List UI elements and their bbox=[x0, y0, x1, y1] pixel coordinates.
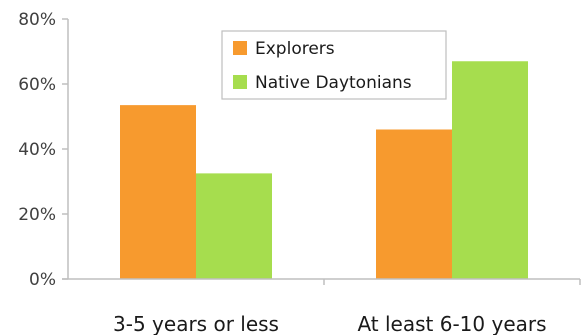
y-tick-label: 0% bbox=[29, 270, 56, 290]
bar-explorers bbox=[120, 105, 196, 279]
chart-legend: Explorers Native Daytonians bbox=[221, 30, 447, 100]
y-tick-label: 40% bbox=[18, 140, 56, 160]
legend-label: Native Daytonians bbox=[255, 73, 412, 93]
bar-explorers bbox=[376, 129, 452, 279]
legend-label: Explorers bbox=[255, 39, 335, 59]
bar-native-daytonians bbox=[452, 61, 528, 279]
legend-swatch bbox=[233, 41, 247, 55]
x-category-label: At least 6-10 years bbox=[357, 312, 546, 335]
y-tick-label: 80% bbox=[18, 10, 56, 30]
x-axis-ticks bbox=[323, 279, 581, 285]
y-axis-tick-labels: 0% 20% 40% 60% 80% bbox=[18, 10, 56, 290]
y-tick-label: 20% bbox=[18, 205, 56, 225]
legend-swatch bbox=[233, 75, 247, 89]
x-category-label: 3-5 years or less bbox=[113, 312, 279, 335]
legend-box bbox=[221, 30, 447, 100]
y-tick-label: 60% bbox=[18, 75, 56, 95]
x-axis-category-labels: 3-5 years or less At least 6-10 years bbox=[113, 312, 547, 335]
bar-native-daytonians bbox=[196, 173, 272, 279]
bar-series bbox=[120, 61, 528, 279]
y-axis-ticks bbox=[62, 18, 68, 280]
